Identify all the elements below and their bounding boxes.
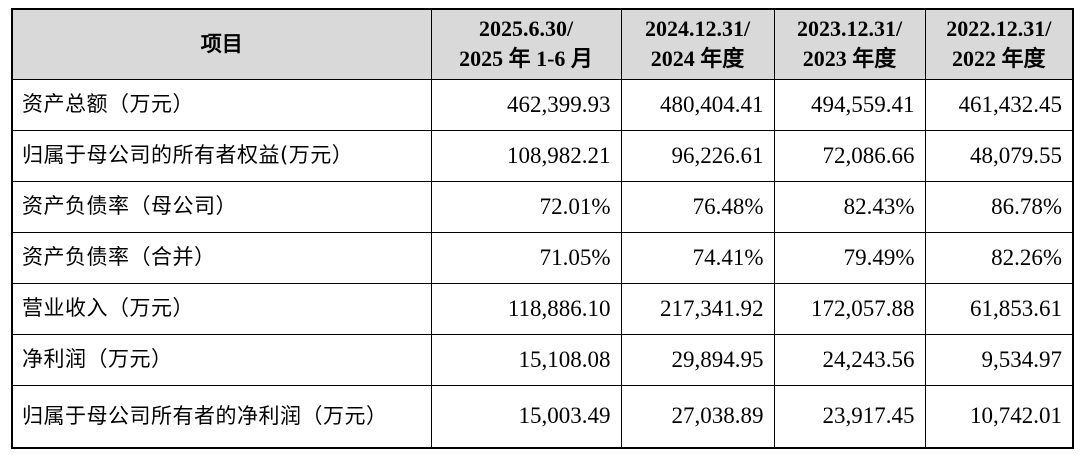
row-label: 营业收入（万元）	[11, 282, 432, 335]
header-period: 2025 年 1-6 月	[459, 46, 593, 72]
row-label: 资产负债率（合并）	[11, 231, 432, 284]
cell-value: 172,057.88	[773, 282, 926, 335]
header-date: 2024.12.31/	[644, 16, 751, 42]
header-period-2022: 2022.12.31/ 2022 年度	[924, 8, 1074, 80]
header-period: 2022 年度	[951, 46, 1046, 72]
cell-value: 15,003.49	[430, 384, 622, 449]
financial-summary-table: 项目 2025.6.30/ 2025 年 1-6 月 2024.12.31/ 2…	[11, 8, 1074, 449]
header-period: 2023 年度	[802, 46, 897, 72]
table-row: 净利润（万元） 15,108.08 29,894.95 24,243.56 9,…	[11, 333, 1074, 386]
cell-value: 96,226.61	[620, 129, 775, 182]
table-row: 营业收入（万元） 118,886.10 217,341.92 172,057.8…	[11, 282, 1074, 335]
cell-value: 61,853.61	[924, 282, 1074, 335]
cell-value: 27,038.89	[620, 384, 775, 449]
header-row: 项目 2025.6.30/ 2025 年 1-6 月 2024.12.31/ 2…	[11, 8, 1074, 80]
cell-value: 71.05%	[430, 231, 622, 284]
header-date: 2023.12.31/	[796, 16, 903, 42]
cell-value: 462,399.93	[430, 78, 622, 131]
header-period: 2024 年度	[650, 46, 745, 72]
cell-value: 23,917.45	[773, 384, 926, 449]
table-row: 归属于母公司所有者的净利润（万元） 15,003.49 27,038.89 23…	[11, 384, 1074, 449]
table-row: 资产负债率（母公司） 72.01% 76.48% 82.43% 86.78%	[11, 180, 1074, 233]
cell-value: 480,404.41	[620, 78, 775, 131]
row-label: 资产负债率（母公司）	[11, 180, 432, 233]
cell-value: 9,534.97	[924, 333, 1074, 386]
cell-value: 15,108.08	[430, 333, 622, 386]
cell-value: 29,894.95	[620, 333, 775, 386]
cell-value: 86.78%	[924, 180, 1074, 233]
cell-value: 82.43%	[773, 180, 926, 233]
header-period-2024: 2024.12.31/ 2024 年度	[620, 8, 775, 80]
cell-value: 76.48%	[620, 180, 775, 233]
cell-value: 24,243.56	[773, 333, 926, 386]
row-label: 净利润（万元）	[11, 333, 432, 386]
cell-value: 461,432.45	[924, 78, 1074, 131]
cell-value: 217,341.92	[620, 282, 775, 335]
cell-value: 82.26%	[924, 231, 1074, 284]
header-item: 项目	[11, 8, 432, 80]
header-period-2025h1: 2025.6.30/ 2025 年 1-6 月	[430, 8, 622, 80]
cell-value: 74.41%	[620, 231, 775, 284]
row-label: 归属于母公司所有者的净利润（万元）	[11, 384, 432, 449]
table-row: 资产负债率（合并） 71.05% 74.41% 79.49% 82.26%	[11, 231, 1074, 284]
cell-value: 494,559.41	[773, 78, 926, 131]
cell-value: 79.49%	[773, 231, 926, 284]
cell-value: 72.01%	[430, 180, 622, 233]
cell-value: 108,982.21	[430, 129, 622, 182]
row-label: 归属于母公司的所有者权益(万元）	[11, 129, 432, 182]
header-date: 2025.6.30/	[478, 16, 574, 42]
table-row: 归属于母公司的所有者权益(万元） 108,982.21 96,226.61 72…	[11, 129, 1074, 182]
header-period-2023: 2023.12.31/ 2023 年度	[773, 8, 926, 80]
cell-value: 48,079.55	[924, 129, 1074, 182]
table-body: 资产总额（万元） 462,399.93 480,404.41 494,559.4…	[11, 78, 1074, 449]
table-header: 项目 2025.6.30/ 2025 年 1-6 月 2024.12.31/ 2…	[11, 8, 1074, 80]
cell-value: 72,086.66	[773, 129, 926, 182]
cell-value: 118,886.10	[430, 282, 622, 335]
row-label: 资产总额（万元）	[11, 78, 432, 131]
cell-value: 10,742.01	[924, 384, 1074, 449]
table-row: 资产总额（万元） 462,399.93 480,404.41 494,559.4…	[11, 78, 1074, 131]
header-date: 2022.12.31/	[946, 16, 1052, 42]
